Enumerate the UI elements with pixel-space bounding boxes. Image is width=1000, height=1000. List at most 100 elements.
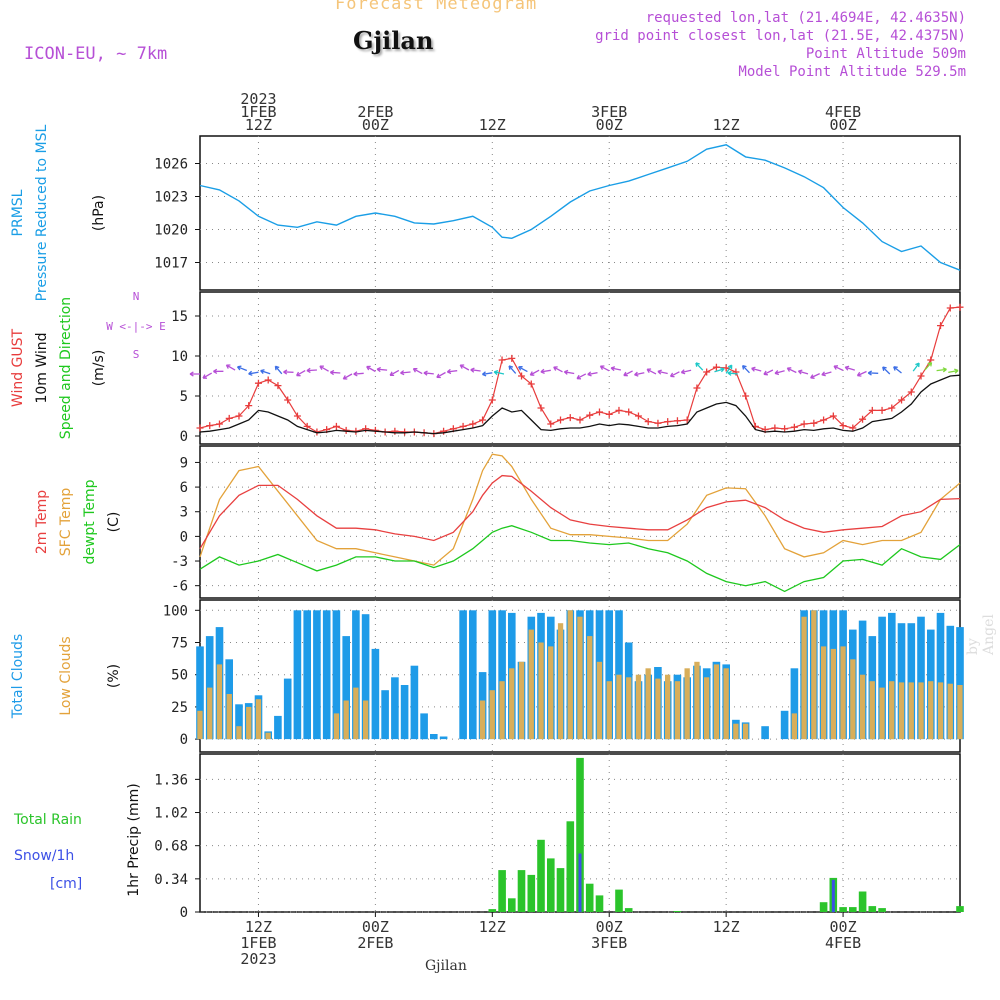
bar-low-clouds-67: [850, 659, 856, 740]
ylabel-pressure-1: Pressure Reduced to MSL: [34, 124, 50, 301]
time-label-bottom-5-0: 00Z: [830, 918, 857, 936]
wind-direction-arrow-648: [821, 371, 832, 377]
bar-total-clouds-42: [605, 610, 613, 740]
gust-marker-9: [284, 396, 292, 404]
wind-direction-arrow-420: [599, 365, 610, 372]
bar-low-clouds-5: [246, 706, 252, 740]
bar-low-clouds-63: [811, 610, 817, 740]
credit-watermark: by Angel: [965, 614, 997, 655]
wind-direction-arrow-360: [540, 368, 551, 375]
gust-marker-41: [595, 408, 603, 416]
bar-low-clouds-72: [898, 682, 905, 740]
gust-marker-38: [566, 414, 574, 422]
wind-direction-arrow-84: [274, 365, 283, 375]
bar-low-clouds-30: [489, 690, 495, 740]
bar-total-rain-31: [498, 870, 506, 912]
time-label-bottom-4-0: 12Z: [713, 918, 740, 936]
wind-direction-arrow-696: [867, 370, 879, 376]
gust-marker-8: [274, 382, 282, 390]
wind-direction-arrow-372: [553, 366, 563, 373]
bar-low-clouds-48: [665, 674, 671, 740]
ytick-label-clouds-1: 25: [171, 700, 188, 716]
wind-direction-arrow-156: [342, 373, 353, 380]
wind-direction-arrow-204: [389, 369, 400, 377]
wind-direction-arrow-432: [610, 366, 622, 372]
bar-low-clouds-34: [528, 629, 534, 740]
bar-low-clouds-7: [265, 732, 271, 740]
bar-total-rain-43: [615, 889, 623, 912]
wind-direction-arrow-480: [657, 369, 668, 375]
wind-direction-arrow-516: [695, 362, 704, 371]
bar-low-clouds-40: [587, 636, 593, 740]
bar-low-clouds-38: [567, 610, 573, 740]
bar-total-clouds-77: [946, 625, 955, 740]
gust-marker-42: [605, 410, 613, 418]
gust-marker-46: [644, 418, 652, 426]
bar-low-clouds-35: [538, 642, 544, 740]
ylabel-wind-0: Wind GUST: [10, 328, 26, 407]
bar-total-rain-78: [956, 906, 964, 912]
model-label: ICON-EU, ~ 7km: [24, 44, 168, 64]
wind-direction-arrow-504: [680, 369, 692, 375]
bar-low-clouds-32: [509, 668, 515, 740]
wind-direction-arrow-312: [493, 369, 505, 376]
gust-marker-0: [196, 424, 204, 432]
bar-total-clouds-14: [332, 610, 341, 740]
time-label-top-2-0: 12Z: [479, 116, 506, 134]
gust-marker-45: [634, 412, 642, 420]
gust-marker-65: [829, 412, 837, 420]
time-label-top-0-2: 12Z: [245, 116, 272, 134]
wind-direction-arrow-120: [306, 367, 317, 374]
bar-total-clouds-13: [322, 610, 331, 740]
bar-low-clouds-45: [635, 674, 642, 740]
wind-direction-arrow-768: [948, 368, 959, 374]
gust-marker-51: [693, 384, 701, 392]
time-label-bottom-1-0: 00Z: [362, 918, 389, 936]
time-label-bottom-0-2: 2023: [240, 950, 276, 968]
bar-total-clouds-19: [381, 690, 389, 740]
bar-total-rain-35: [537, 839, 545, 912]
wind-direction-arrow-468: [646, 368, 657, 375]
bar-total-rain-30: [488, 909, 497, 912]
wind-direction-arrow-300: [481, 371, 493, 377]
wind-direction-arrow-576: [751, 366, 762, 372]
bar-low-clouds-0: [197, 710, 203, 740]
gust-marker-33: [518, 372, 526, 380]
bar-low-clouds-4: [236, 726, 242, 740]
bar-total-clouds-76: [936, 612, 945, 740]
bar-snow-39: [578, 853, 582, 912]
time-label-bottom-1-1: 2FEB: [357, 934, 393, 952]
gust-marker-63: [810, 419, 818, 427]
bar-low-clouds-6: [255, 699, 262, 740]
series-line-dewpt-temp: [199, 525, 961, 593]
bar-total-rain-67: [849, 907, 857, 912]
wind-direction-arrow-132: [319, 365, 329, 372]
gust-marker-76: [937, 322, 945, 330]
bar-low-clouds-36: [548, 646, 554, 740]
bar-total-clouds-28: [469, 610, 477, 740]
ytick-label-precip-3: 1.02: [154, 806, 188, 822]
bar-low-clouds-44: [626, 677, 632, 740]
wind-direction-arrow-444: [623, 370, 633, 377]
bar-low-clouds-71: [889, 681, 895, 740]
ytick-label-temperature-3: 3: [180, 505, 188, 521]
time-label-top-1-0: 2FEB: [357, 103, 393, 121]
gust-marker-35: [537, 404, 545, 412]
ytick-label-pressure-1: 1020: [154, 223, 188, 239]
time-label-bottom-2-0: 12Z: [479, 918, 506, 936]
gust-marker-47: [654, 419, 662, 427]
bar-low-clouds-50: [684, 668, 690, 740]
ytick-label-wind-0: 0: [180, 429, 188, 445]
bar-low-clouds-77: [947, 683, 953, 740]
series-line-sfc-temp: [199, 453, 961, 566]
gust-marker-71: [888, 404, 896, 412]
gust-marker-43: [615, 406, 623, 414]
ytick-label-wind-2: 10: [171, 349, 188, 365]
bar-total-clouds-58: [761, 726, 769, 740]
bar-total-rain-49: [673, 911, 682, 912]
compass-north: N: [133, 290, 140, 303]
gust-marker-32: [508, 354, 516, 362]
gust-marker-40: [586, 411, 594, 419]
wind-direction-arrow-588: [763, 369, 774, 376]
bar-total-clouds-10: [293, 610, 302, 740]
